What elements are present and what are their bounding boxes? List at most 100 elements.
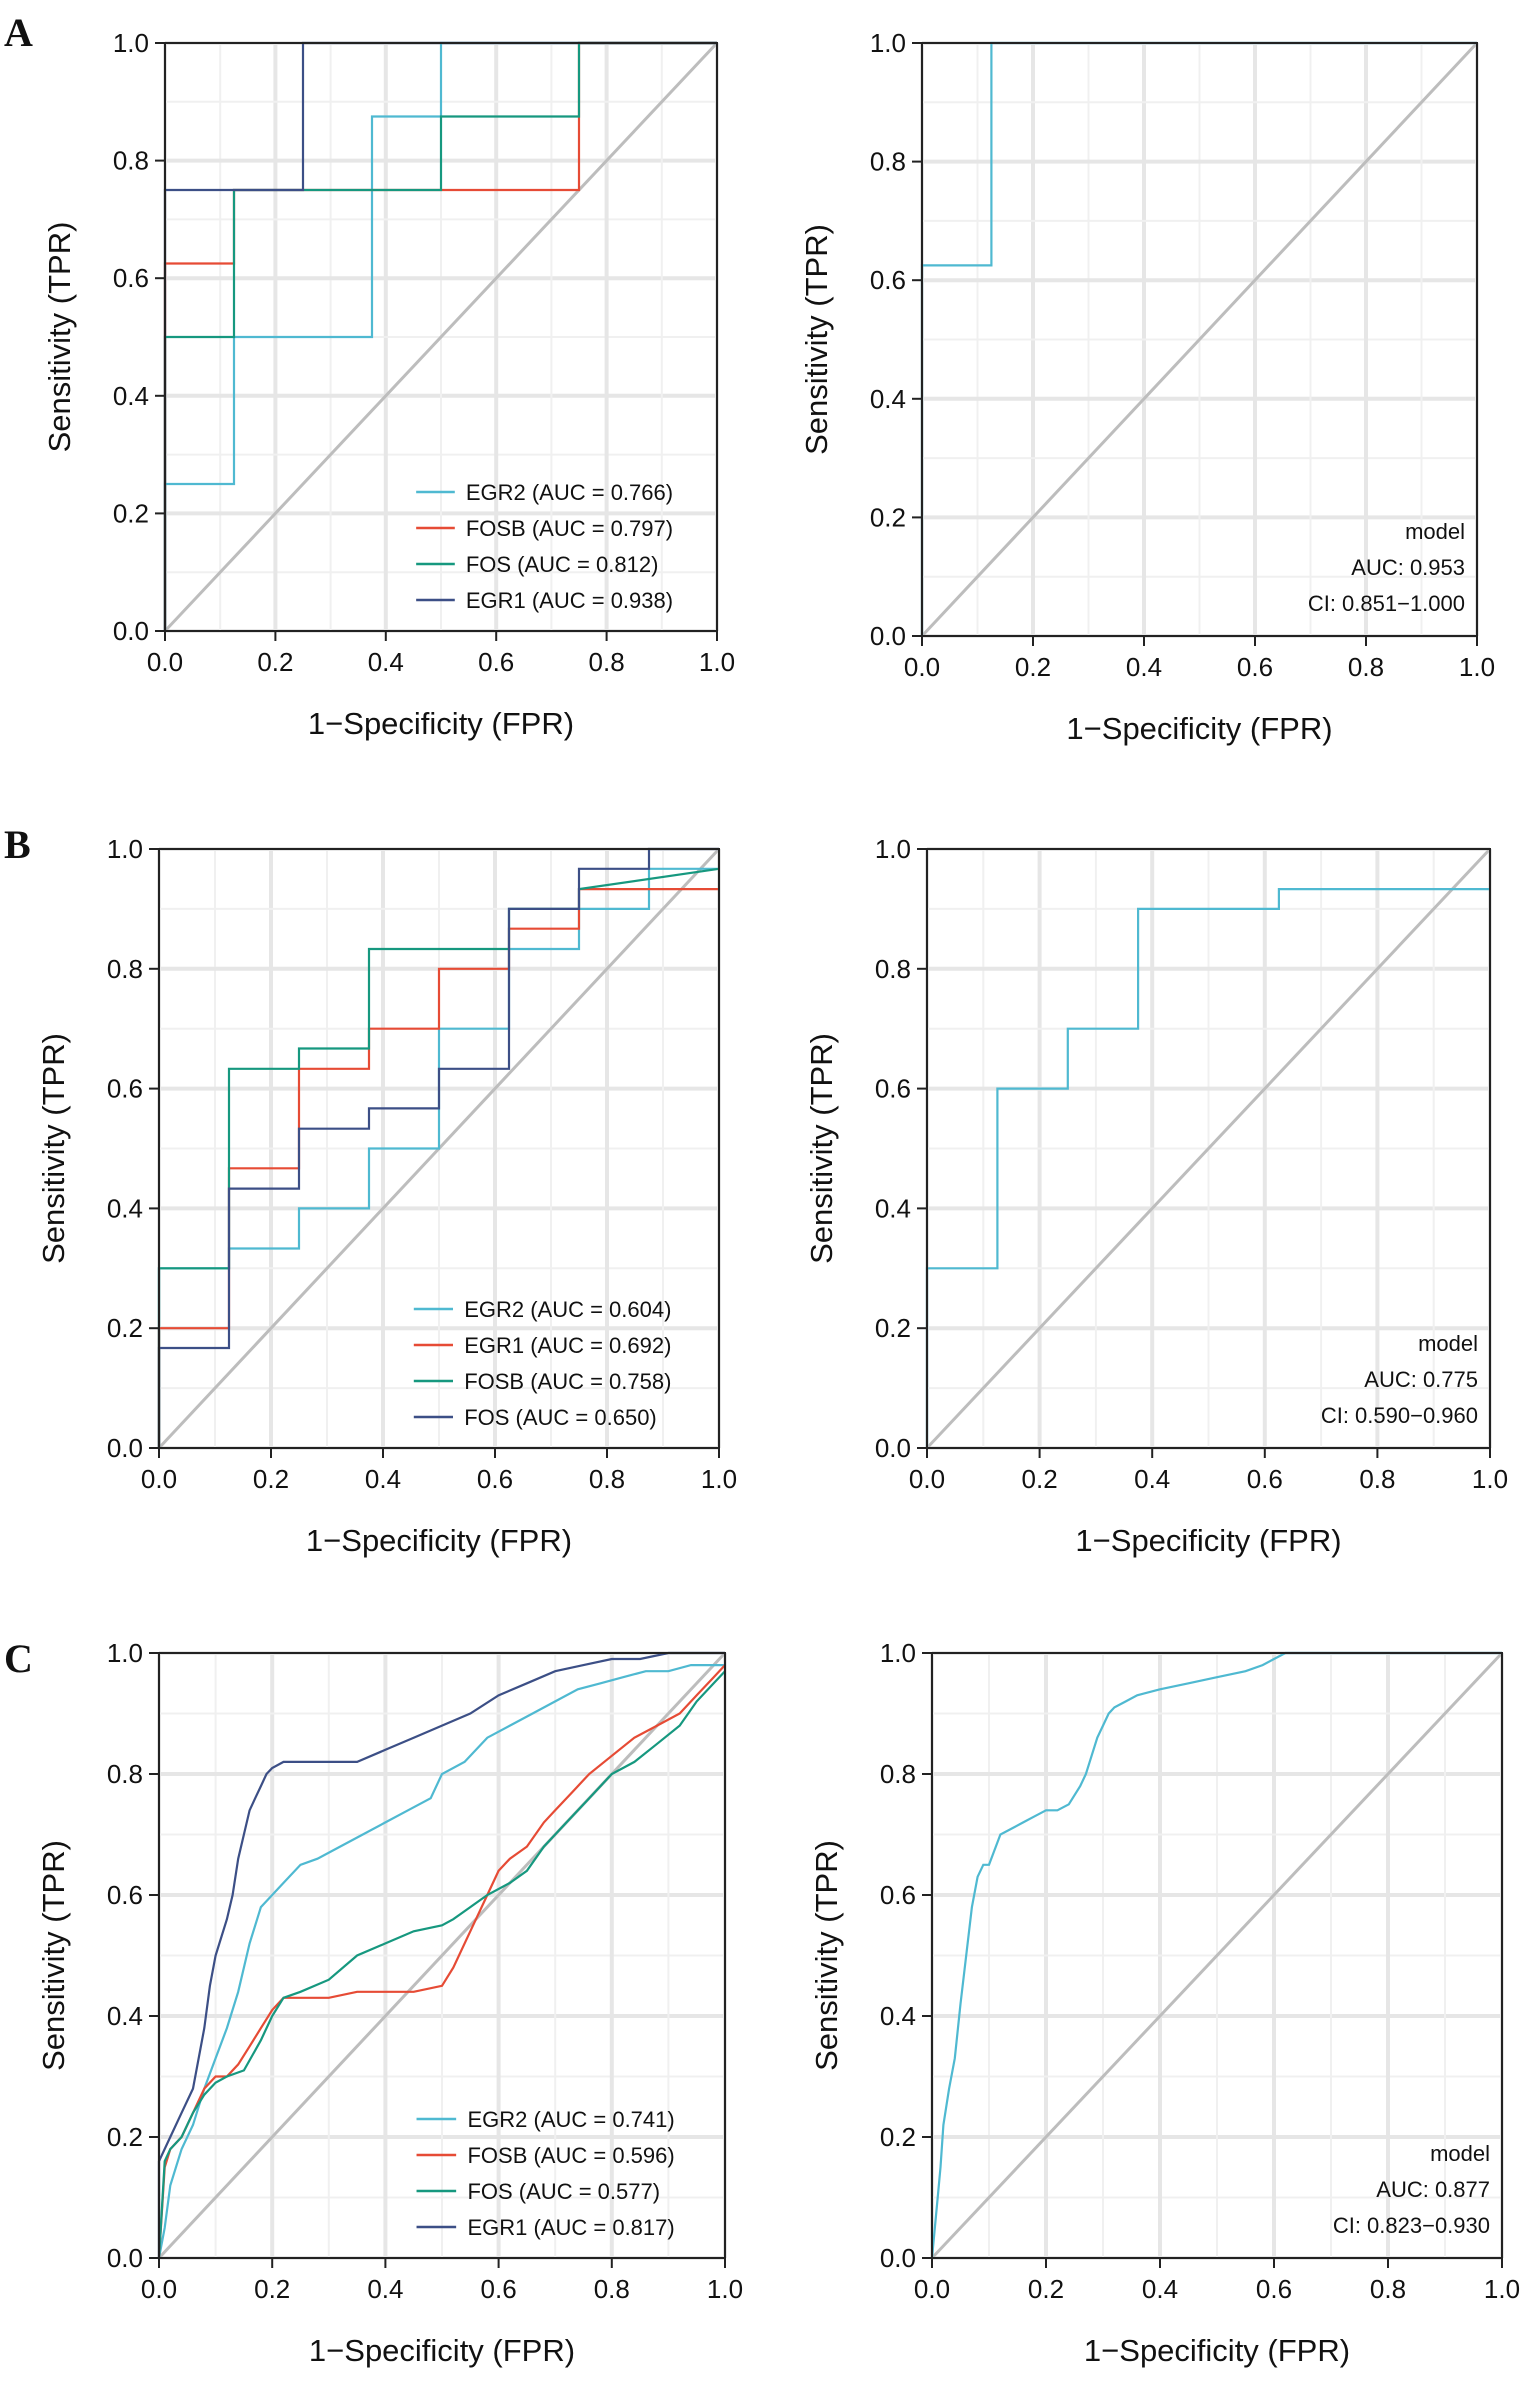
y-tick-label: 0.4 [880,2001,916,2031]
annotation-auc: AUC: 0.953 [1351,555,1465,580]
y-tick-label: 0.8 [870,147,906,177]
x-tick-label: 0.4 [367,2274,403,2304]
x-tick-label: 1.0 [699,647,735,677]
y-tick-label: 0.6 [113,263,149,293]
y-axis-title: Sensitivity (TPR) [799,224,834,455]
x-tick-label: 0.6 [1247,1464,1283,1494]
plot-grid: 0.00.00.20.20.40.40.60.60.80.81.01.01−Sp… [36,28,1520,2368]
plot-frame [164,42,718,632]
x-tick-label: 0.6 [481,2274,517,2304]
x-tick-label: 0.4 [365,1464,401,1494]
x-tick-label: 0.2 [257,647,293,677]
y-tick-label: 0.4 [107,1193,143,1223]
legend: EGR2 (AUC = 0.741) FOSB (AUC = 0.596) FOS … [416,2107,675,2240]
reference-diagonal [157,1651,727,2260]
y-axis-title: Sensitivity (TPR) [36,1033,71,1264]
plot-B-left: 0.00.0 0.2 0.2 0.4 0.4 0.6 0.6 0.8 0.8 1.0 1.0 1−Sp… [36,834,737,1558]
plot-C-left: 0.00.0 0.2 0.2 0.4 0.4 0.6 0.6 0.8 0.8 1.0 1.0 1−Sp… [36,1638,743,2368]
y-tick-label: 0.6 [880,1880,916,1910]
plot-C-right: 0.00.0 0.2 0.2 0.4 0.4 0.6 0.6 0.8 0.8 1.0 1.0 1−Sp… [809,1638,1520,2368]
reference-diagonal [163,41,719,633]
legend-label: FOSB (AUC = 0.758) [464,1369,671,1394]
roc-curve-egr1 [157,1651,725,2258]
annotation-auc: AUC: 0.775 [1364,1367,1478,1392]
x-tick-label: 0.0 [904,652,940,682]
x-tick-label: 0.2 [253,1464,289,1494]
x-tick-label: 0.8 [1370,2274,1406,2304]
x-tick-label: 0.2 [1022,1464,1058,1494]
plot-frame [921,42,1478,637]
y-tick-label: 0.0 [870,621,906,651]
plot-frame [926,848,1491,1449]
legend: EGR2 (AUC = 0.604) EGR1 (AUC = 0.692) FOSB… [413,1297,671,1430]
model-annotation: model AUC: 0.877 CI: 0.823−0.930 [1333,2141,1490,2238]
y-axis-title: Sensitivity (TPR) [804,1033,839,1264]
roc-curve-fos [157,1670,726,2259]
x-tick-label: 0.8 [594,2274,630,2304]
legend-label: FOS (AUC = 0.812) [466,552,659,577]
y-tick-label: 0.8 [113,146,149,176]
y-tick-label: 0.2 [107,2122,143,2152]
annotation-ci: CI: 0.823−0.930 [1333,2213,1490,2238]
plot-A-right: 0.00.0 0.2 0.2 0.4 0.4 0.6 0.6 0.8 0.8 1.0 1.0 1−Sp… [799,28,1495,746]
plot-frame [158,848,720,1449]
roc-curve-model [925,888,1490,1448]
roc-curve-egr2 [157,1664,725,2259]
plot-B-right: 0.00.0 0.2 0.2 0.4 0.4 0.6 0.6 0.8 0.8 1.0 1.0 1−Sp… [804,834,1508,1558]
annotation-auc: AUC: 0.877 [1376,2177,1490,2202]
y-tick-label: 1.0 [880,1638,916,1668]
y-tick-label: 0.8 [875,954,911,984]
y-tick-label: 0.8 [107,954,143,984]
legend-label: EGR1 (AUC = 0.817) [467,2215,674,2240]
y-tick-label: 0.0 [107,1433,143,1463]
reference-diagonal [925,847,1492,1450]
y-tick-label: 1.0 [107,834,143,864]
x-tick-label: 1.0 [701,1464,737,1494]
legend: EGR2 (AUC = 0.766) FOSB (AUC = 0.797) FOS … [416,480,673,613]
x-tick-label: 0.4 [368,647,404,677]
x-tick-label: 0.6 [1237,652,1273,682]
x-axis-title: 1−Specificity (FPR) [1084,2333,1350,2368]
y-tick-label: 0.0 [107,2243,143,2273]
y-axis-title: Sensitivity (TPR) [42,222,77,453]
x-tick-label: 0.4 [1142,2274,1178,2304]
y-tick-label: 0.2 [107,1313,143,1343]
plot-frame [158,1652,726,2259]
y-tick-label: 0.0 [875,1433,911,1463]
x-tick-label: 0.2 [1028,2274,1064,2304]
y-tick-label: 0.2 [870,502,906,532]
x-tick-label: 0.8 [589,1464,625,1494]
x-axis-title: 1−Specificity (FPR) [306,1523,572,1558]
x-tick-label: 0.0 [909,1464,945,1494]
x-axis-title: 1−Specificity (FPR) [309,2333,575,2368]
x-tick-label: 0.0 [914,2274,950,2304]
x-tick-label: 0.4 [1126,652,1162,682]
y-tick-label: 0.6 [870,265,906,295]
legend-label: EGR1 (AUC = 0.938) [466,588,673,613]
x-tick-label: 0.0 [141,2274,177,2304]
y-tick-label: 1.0 [107,1638,143,1668]
legend-label: EGR2 (AUC = 0.604) [464,1297,671,1322]
x-tick-label: 0.6 [477,1464,513,1494]
x-tick-label: 0.6 [478,647,514,677]
x-tick-label: 1.0 [1472,1464,1508,1494]
y-axis-title: Sensitivity (TPR) [809,1840,844,2071]
x-tick-label: 0.4 [1134,1464,1170,1494]
annotation-ci: CI: 0.851−1.000 [1308,591,1465,616]
legend-label: FOSB (AUC = 0.596) [467,2143,674,2168]
roc-curve-fosb [157,1664,726,2259]
y-tick-label: 0.2 [880,2122,916,2152]
legend-label: FOS (AUC = 0.577) [467,2179,660,2204]
x-tick-label: 1.0 [1459,652,1495,682]
plot-frame [931,1652,1503,2259]
x-tick-label: 0.0 [141,1464,177,1494]
model-annotation: model AUC: 0.775 CI: 0.590−0.960 [1321,1331,1478,1428]
reference-diagonal [920,41,1479,638]
x-axis-title: 1−Specificity (FPR) [1075,1523,1341,1558]
model-annotation: model AUC: 0.953 CI: 0.851−1.000 [1308,519,1465,616]
panel-letter-c: C [4,1636,33,1681]
x-tick-label: 0.2 [254,2274,290,2304]
annotation-model: model [1430,2141,1490,2166]
reference-diagonal [930,1651,1504,2260]
